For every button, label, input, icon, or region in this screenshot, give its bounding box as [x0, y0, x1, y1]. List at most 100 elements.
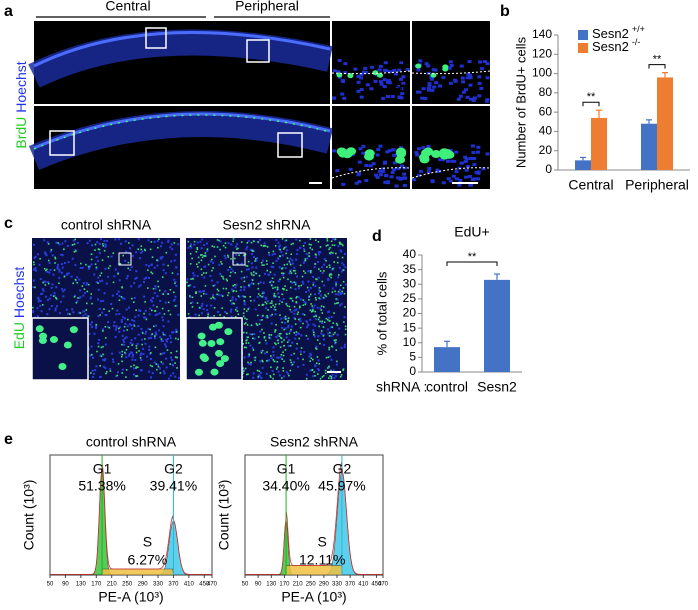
nucleus	[310, 309, 313, 312]
nucleus	[34, 269, 37, 272]
brdu-cell	[395, 155, 406, 164]
y-tick-label: 5	[409, 350, 416, 364]
edu-cell	[332, 252, 334, 254]
nucleus	[293, 316, 296, 319]
nucleus	[60, 253, 63, 256]
nucleus	[261, 366, 264, 369]
edu-cell	[338, 241, 341, 244]
edu-cell	[245, 346, 247, 349]
y-tick-label: 60	[539, 104, 553, 118]
x-axis-label: PE-A (10³)	[281, 589, 346, 605]
nucleus	[317, 250, 320, 253]
nucleus	[276, 334, 279, 337]
edu-cell	[94, 249, 96, 251]
edu-cell	[316, 278, 318, 281]
nucleus	[293, 266, 296, 269]
edu-cell	[261, 295, 263, 298]
nucleus	[131, 327, 134, 330]
nucleus	[327, 328, 330, 331]
edu-cell	[224, 242, 227, 244]
edu-cell	[111, 307, 114, 310]
edu-cell	[274, 309, 277, 311]
nucleus	[159, 336, 162, 339]
edu-cell	[263, 332, 265, 334]
edu-cell	[295, 296, 298, 298]
edu-cell	[302, 322, 304, 325]
nucleus	[309, 352, 312, 355]
edu-cell	[211, 258, 213, 261]
edu-cell	[174, 282, 176, 285]
edu-cell	[342, 369, 344, 372]
nucleus	[114, 268, 117, 271]
nucleus	[337, 293, 340, 296]
nucleus	[190, 246, 193, 249]
nucleus	[319, 298, 322, 301]
edu-cell	[319, 270, 322, 272]
edu-cell	[286, 257, 289, 259]
edu-cell	[131, 297, 133, 300]
edu-cell	[136, 375, 139, 377]
nucleus	[343, 62, 348, 66]
edu-cell	[246, 336, 249, 339]
edu-cell	[274, 331, 276, 333]
edu-cell	[337, 256, 339, 259]
nucleus	[168, 334, 171, 337]
edu-cell	[279, 346, 282, 349]
nucleus	[165, 345, 168, 348]
nucleus	[369, 87, 374, 91]
edu-cell	[249, 295, 252, 298]
edu-cell	[274, 306, 276, 308]
edu-cell	[285, 252, 287, 255]
edu-cell	[293, 352, 295, 355]
edu-cell	[335, 283, 337, 286]
edu-cell	[249, 299, 252, 302]
nucleus	[140, 352, 143, 355]
edu-cell	[157, 365, 160, 368]
edu-cell	[252, 349, 255, 351]
significance-label: **	[587, 91, 596, 103]
edu-cell	[253, 271, 255, 273]
edu-cell	[117, 273, 119, 275]
edu-cell	[201, 256, 204, 259]
nucleus	[317, 369, 320, 372]
nucleus	[318, 289, 321, 292]
nucleus	[385, 181, 390, 185]
x-tick-label: 50	[242, 582, 249, 588]
nucleus	[39, 304, 42, 307]
nucleus	[253, 299, 256, 302]
edu-cell	[271, 302, 273, 304]
nucleus	[382, 78, 387, 82]
edu-cell	[99, 364, 101, 367]
nucleus	[307, 296, 310, 299]
edu-cell	[222, 287, 225, 290]
nucleus	[332, 369, 335, 372]
edu-cell	[81, 285, 84, 287]
edu-cell	[254, 359, 256, 362]
edu-cell	[293, 305, 296, 308]
stain-hoechst: Hoechst	[11, 267, 27, 318]
nucleus	[321, 271, 324, 274]
edu-cell	[271, 313, 273, 316]
nucleus	[312, 281, 315, 284]
nucleus	[149, 299, 152, 302]
edu-cell	[247, 361, 249, 364]
edu-cell	[343, 292, 346, 295]
nucleus	[159, 367, 162, 370]
edu-cell	[104, 337, 107, 339]
nucleus	[301, 312, 304, 315]
edu-cell	[295, 301, 298, 303]
nucleus	[102, 365, 105, 368]
edu-cell	[269, 374, 272, 377]
nucleus	[243, 286, 246, 289]
nucleus	[343, 343, 346, 346]
nucleus	[156, 295, 159, 298]
nucleus	[429, 75, 434, 79]
edu-cell	[263, 336, 266, 339]
nucleus	[73, 294, 76, 297]
nucleus	[383, 174, 388, 178]
roi-box	[118, 252, 132, 266]
nucleus	[123, 341, 126, 344]
edu-cell	[274, 342, 276, 344]
nucleus	[249, 363, 252, 366]
y-tick-label: 30	[403, 276, 417, 290]
